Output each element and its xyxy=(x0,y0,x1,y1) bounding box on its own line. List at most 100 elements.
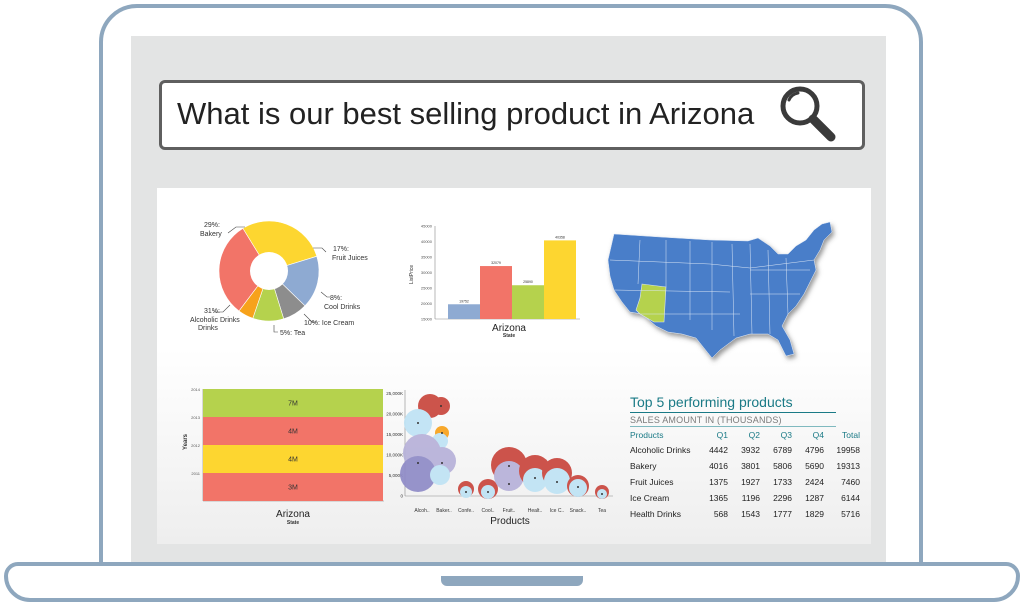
bubble xyxy=(400,456,436,492)
table-cell: 4442 xyxy=(709,445,728,455)
stack-segment xyxy=(203,417,383,445)
arizona-state xyxy=(635,283,667,323)
stack-ylabel: Years xyxy=(183,433,189,450)
bar xyxy=(448,304,480,319)
table-header-cell: Q3 xyxy=(780,430,792,440)
table-cell: 1733 xyxy=(773,477,792,487)
bubble xyxy=(523,468,547,492)
bar-category-label: Arizona xyxy=(492,323,526,334)
bar-ytick-label: 25000 xyxy=(421,286,433,291)
table-cell: 1196 xyxy=(741,493,760,503)
table-cell: 4796 xyxy=(805,445,824,455)
bubble-ytick-label: 20,000K xyxy=(386,412,403,417)
search-query-text[interactable]: What is our best selling product in Ariz… xyxy=(177,96,755,131)
bubble-ytick-label: 15,000K xyxy=(386,432,403,437)
table-cell: 5690 xyxy=(805,461,824,471)
table-header-cell: Products xyxy=(630,430,664,440)
bubble-category-label: Tea xyxy=(598,508,606,514)
table-header-cell: Q4 xyxy=(812,430,824,440)
bar xyxy=(512,285,544,319)
donut-label-cool: Cool Drinks xyxy=(324,304,361,311)
table-cell: 2424 xyxy=(805,477,824,487)
table-cell: 1365 xyxy=(709,493,728,503)
donut-label-alcohol-pct: 31%: xyxy=(204,308,220,315)
bar-ytick-label: 20000 xyxy=(421,301,433,306)
table-cell: Bakery xyxy=(630,461,657,471)
table-cell: 2296 xyxy=(773,493,792,503)
table-row: Alcoholic Drinks 4442 3932 6789 4796 199… xyxy=(628,442,862,458)
table-cell: Ice Cream xyxy=(630,493,670,503)
magnifier-icon[interactable] xyxy=(776,82,836,142)
stack-segment-label: 3M xyxy=(288,485,298,492)
bubble-category-label: Ice C.. xyxy=(550,508,564,514)
usa-map xyxy=(607,221,833,359)
table-header-cell: Total xyxy=(842,430,860,440)
table-cell: 5806 xyxy=(773,461,792,471)
bubble xyxy=(430,465,450,485)
bubble-category-label: Fruit.. xyxy=(503,508,516,514)
bar-value-label: 32079 xyxy=(491,261,501,265)
table-cell: 1927 xyxy=(741,477,760,487)
table-divider xyxy=(630,426,836,427)
bubble-xlabel: Products xyxy=(490,516,529,527)
bubble-chart: 25,000K 20,000K 15,000K 10,000K 5,000K 0 Alco… xyxy=(386,390,613,527)
bubble-category-label: Confe.. xyxy=(458,508,474,514)
stack-segment xyxy=(203,445,383,473)
donut-label-fruit: Fruit Juices xyxy=(332,255,368,262)
bubble-ytick-label: 0 xyxy=(400,494,403,499)
stacked-bar-chart: 7M 2014 4M 2013 4M 2012 3M 2011 Years Arizona S… xyxy=(183,387,384,526)
table-row: Ice Cream 1365 1196 2296 1287 6144 xyxy=(628,490,862,506)
table-header-row: Products Q1 Q2 Q3 Q4 Total xyxy=(628,428,862,442)
bubble-ytick-label: 10,000K xyxy=(386,453,403,458)
table-cell: 568 xyxy=(713,509,728,519)
donut-label-cool-pct: 8%: xyxy=(330,295,342,302)
bubble-marks xyxy=(400,394,609,499)
table-row: Health Drinks 568 1543 1777 1829 5716 xyxy=(628,506,862,522)
bar-xlabel: State xyxy=(503,333,515,339)
stack-segment xyxy=(203,473,383,501)
stack-ytick-label: 2014 xyxy=(191,387,201,392)
table-subtitle: SALES AMOUNT IN (THOUSANDS) xyxy=(630,415,782,425)
bar-value-label: 40358 xyxy=(555,235,565,239)
table-cell: 1543 xyxy=(741,509,760,519)
donut-label-fruit-pct: 17%: xyxy=(333,246,349,253)
donut-label-bakery-pct: 29%: xyxy=(204,222,220,229)
bubble-ytick-label: 5,000K xyxy=(389,473,403,478)
table-cell: 1375 xyxy=(709,477,728,487)
table-row: Fruit Juices 1375 1927 1733 2424 7460 xyxy=(628,474,862,490)
bubble-category-label: Cool.. xyxy=(481,508,494,514)
stack-category-label: Arizona xyxy=(276,509,310,520)
table-header-cell: Q2 xyxy=(748,430,760,440)
bubble xyxy=(494,461,524,491)
table-header-cell: Q1 xyxy=(716,430,728,440)
search-input[interactable] xyxy=(159,80,865,150)
bubble-category-label: Healt.. xyxy=(528,508,542,514)
table-cell: 19958 xyxy=(836,445,860,455)
donut-label-icecream: 10%: Ice Cream xyxy=(304,320,354,327)
bar-ytick-label: 45000 xyxy=(421,224,433,229)
table-cell: 1287 xyxy=(805,493,824,503)
stack-ytick-label: 2013 xyxy=(191,415,201,420)
bar-ytick-label: 35000 xyxy=(421,255,433,260)
bar-ytick-label: 15000 xyxy=(421,317,433,322)
bar-ytick-label: 40000 xyxy=(421,239,433,244)
bubble-category-label: Baker.. xyxy=(436,508,452,514)
table-cell: Health Drinks xyxy=(630,509,682,519)
table-cell: Alcoholic Drinks xyxy=(630,445,691,455)
table-divider xyxy=(630,412,836,413)
donut-label-alcohol-2: Drinks xyxy=(198,325,218,332)
donut-chart: 29%: Bakery 17%: Fruit Juices 8%: Cool D… xyxy=(190,220,368,337)
table-row: Bakery 4016 3801 5806 5690 19313 xyxy=(628,458,862,474)
laptop-notch xyxy=(441,576,583,586)
table-cell: 5716 xyxy=(841,509,860,519)
stack-ytick-label: 2012 xyxy=(191,443,201,448)
table-cell: 3801 xyxy=(741,461,760,471)
donut-label-tea: 5%: Tea xyxy=(280,330,305,337)
donut-label-bakery: Bakery xyxy=(200,231,222,238)
bar xyxy=(544,240,576,319)
bar-value-label: 19752 xyxy=(459,299,469,303)
table-cell: 1777 xyxy=(773,509,792,519)
stack-segment-label: 7M xyxy=(288,401,298,408)
stack-segment-label: 4M xyxy=(288,429,298,436)
table-cell: 6789 xyxy=(773,445,792,455)
